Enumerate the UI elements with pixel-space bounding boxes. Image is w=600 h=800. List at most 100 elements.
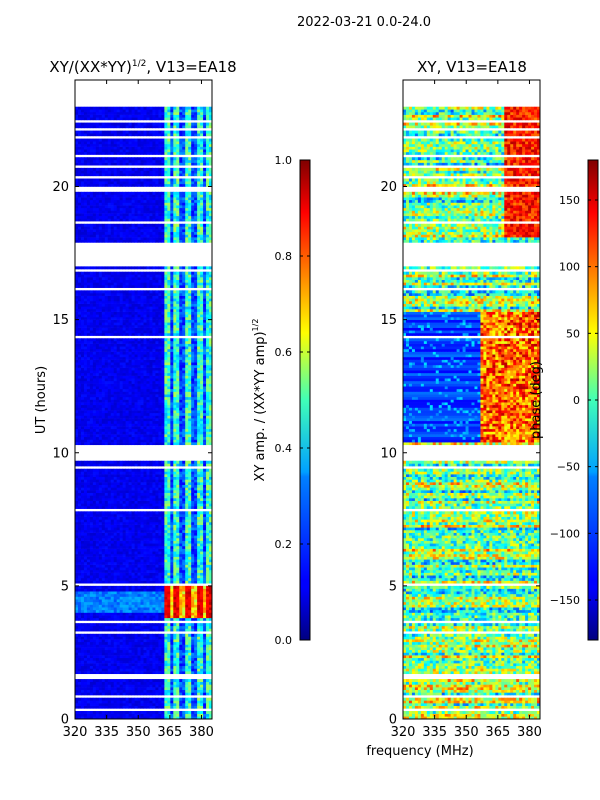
heatmap-cell: [146, 668, 150, 672]
heatmap-cell: [86, 636, 91, 640]
heatmap-cell: [80, 426, 85, 430]
heatmap-cell: [146, 689, 150, 693]
heatmap-cell: [146, 615, 150, 619]
heatmap-cell: [89, 641, 94, 645]
heatmap-cell: [206, 713, 210, 717]
heatmap-cell: [161, 636, 165, 640]
heatmap-cell: [80, 428, 85, 432]
heatmap-cell: [101, 617, 106, 621]
heatmap-cell: [209, 471, 213, 475]
heatmap-cell: [191, 418, 195, 422]
heatmap-cell: [167, 519, 171, 523]
heatmap-cell: [170, 506, 174, 509]
heatmap-cell: [95, 681, 100, 685]
heatmap-cell: [173, 540, 177, 544]
heatmap-cell: [179, 399, 183, 403]
heatmap-cell: [209, 601, 213, 605]
heatmap-cell: [152, 394, 156, 398]
heatmap-cell: [86, 663, 91, 667]
heatmap-cell: [149, 487, 153, 491]
heatmap-cell: [104, 529, 109, 533]
heatmap-cell: [140, 665, 144, 669]
heatmap-cell: [161, 498, 165, 501]
heatmap-cell: [95, 679, 100, 683]
heatmap-cell: [194, 415, 198, 419]
heatmap-cell: [203, 612, 207, 616]
heatmap-cell: [86, 596, 91, 600]
heatmap-cell: [143, 431, 147, 435]
heatmap-cell: [92, 402, 97, 406]
heatmap-cell: [119, 506, 124, 509]
heatmap-cell: [161, 529, 165, 533]
heatmap-cell: [170, 431, 174, 435]
heatmap-cell: [206, 463, 210, 467]
heatmap-cell: [104, 639, 109, 643]
heatmap-cell: [149, 434, 153, 438]
heatmap-cell: [209, 716, 213, 720]
heatmap-cell: [95, 711, 100, 714]
heatmap-cell: [137, 681, 141, 685]
heatmap-cell: [116, 668, 121, 672]
heatmap-cell: [203, 402, 207, 406]
heatmap-cell: [86, 471, 91, 475]
heatmap-cell: [113, 647, 118, 651]
heatmap-cell: [155, 585, 159, 589]
heatmap-cell: [179, 503, 183, 507]
heatmap-cell: [95, 665, 100, 669]
heatmap-cell: [110, 474, 115, 478]
heatmap-cell: [113, 418, 118, 422]
heatmap-cell: [104, 551, 109, 555]
heatmap-cell: [101, 551, 106, 555]
heatmap-cell: [149, 588, 153, 592]
heatmap-cell: [203, 601, 207, 605]
heatmap-cell: [185, 479, 189, 483]
heatmap-cell: [176, 639, 180, 643]
heatmap-cell: [203, 410, 207, 414]
heatmap-cell: [122, 665, 127, 669]
heatmap-cell: [173, 636, 177, 640]
heatmap-cell: [170, 484, 174, 488]
heatmap-cell: [80, 585, 85, 589]
heatmap-cell: [191, 577, 195, 581]
heatmap-cell: [110, 577, 115, 581]
heatmap-cell: [119, 418, 124, 422]
heatmap-cell: [128, 703, 132, 706]
heatmap-cell: [98, 479, 103, 483]
heatmap-cell: [173, 524, 177, 528]
heatmap-cell: [107, 649, 112, 653]
heatmap-cell: [75, 535, 79, 539]
heatmap-cell: [128, 498, 132, 501]
heatmap-cell: [89, 402, 94, 406]
heatmap-cell: [92, 540, 97, 544]
heatmap-cell: [182, 529, 186, 533]
heatmap-cell: [122, 484, 127, 488]
heatmap-cell: [194, 468, 198, 472]
heatmap-cell: [146, 716, 150, 720]
heatmap-cell: [86, 567, 91, 571]
heatmap-cell: [200, 463, 204, 467]
heatmap-cell: [80, 506, 85, 509]
heatmap-cell: [209, 521, 213, 525]
heatmap-cell: [206, 402, 210, 406]
heatmap-cell: [170, 524, 174, 528]
heatmap-cell: [155, 556, 159, 560]
heatmap-cell: [203, 647, 207, 651]
heatmap-cell: [77, 519, 82, 523]
heatmap-cell: [197, 593, 201, 597]
heatmap-cell: [179, 551, 183, 555]
heatmap-cell: [122, 604, 127, 608]
heatmap-cell: [110, 391, 115, 395]
heatmap-cell: [158, 663, 162, 667]
heatmap-cell: [170, 665, 174, 669]
heatmap-cell: [161, 681, 165, 685]
heatmap-cell: [75, 439, 79, 443]
heatmap-cell: [107, 484, 112, 488]
heatmap-cell: [110, 623, 115, 627]
heatmap-cell: [146, 468, 150, 472]
heatmap-cell: [200, 567, 204, 571]
heatmap-cell: [128, 407, 132, 411]
heatmap-cell: [170, 500, 174, 504]
heatmap-cell: [200, 689, 204, 693]
heatmap-cell: [152, 593, 156, 597]
heatmap-cell: [98, 524, 103, 528]
